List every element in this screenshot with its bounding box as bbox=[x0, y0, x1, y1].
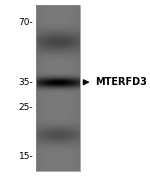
Text: MTERFD3: MTERFD3 bbox=[95, 77, 147, 87]
Text: 35-: 35- bbox=[19, 78, 33, 87]
Bar bbox=[36, 5, 80, 171]
Text: 70-: 70- bbox=[19, 18, 33, 27]
Text: 25-: 25- bbox=[19, 103, 33, 112]
Text: 15-: 15- bbox=[19, 152, 33, 161]
